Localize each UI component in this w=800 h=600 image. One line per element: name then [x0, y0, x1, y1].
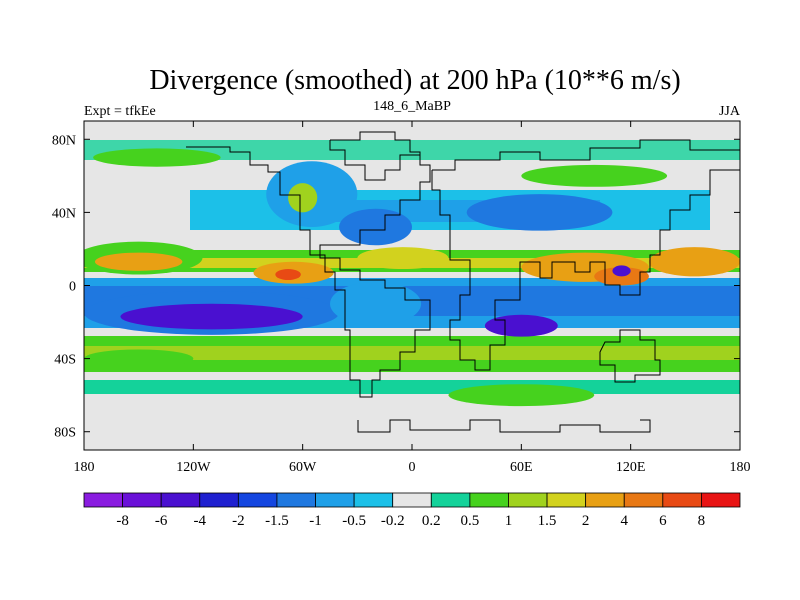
colorbar-label: 1.5 [538, 513, 557, 529]
colorbar-label: -0.5 [342, 513, 366, 529]
colorbar-swatch [508, 492, 548, 508]
colorbar-swatch [315, 492, 355, 508]
y-tick-label: 80N [52, 133, 76, 148]
colorbar-swatch [122, 492, 162, 508]
divergence-feature-19 [466, 194, 613, 231]
divergence-feature-17 [448, 384, 595, 407]
colorbar-label: 6 [659, 513, 667, 529]
colorbar-label: -0.2 [381, 513, 405, 529]
x-tick-label: 180 [730, 460, 751, 475]
colorbar-label: -2 [232, 513, 245, 529]
colorbar-swatch [276, 492, 316, 508]
y-tick-label: 80S [54, 426, 76, 441]
colorbar-label: 0.5 [461, 513, 480, 529]
colorbar-swatch [392, 492, 432, 508]
x-tick-label: 60W [289, 460, 317, 475]
colorbar: -8 -6 -4 -2 -1.5 -1 -0.5 -0.2 0.2 0.5 1 1.5 2 4 6 8 [83, 492, 741, 529]
x-tick-label: 120W [176, 460, 211, 475]
colorbar-label: 2 [582, 513, 590, 529]
divergence-feature-20 [521, 164, 668, 187]
colorbar-label: -4 [194, 513, 207, 529]
colorbar-swatch [199, 492, 239, 508]
map-panel [84, 121, 740, 450]
divergence-feature-6 [330, 281, 422, 326]
y-tick-label: 40S [54, 353, 76, 368]
colorbar-label: -6 [155, 513, 168, 529]
americas-coastline [186, 131, 431, 398]
x-tick-label: 180 [74, 460, 95, 475]
colorbar-label: 4 [620, 513, 628, 529]
season-label: JJA [719, 104, 741, 119]
southern-positive-core [84, 346, 740, 360]
case-label: 148_6_MaBP [373, 99, 451, 114]
divergence-feature-14 [612, 265, 631, 277]
divergence-feature-18 [84, 349, 194, 368]
afro-eurasia-coastline [431, 169, 740, 371]
divergence-feature-1 [94, 252, 183, 271]
greenland-coastline [329, 140, 420, 181]
divergence-feature-10 [288, 183, 318, 213]
colorbar-swatch [237, 492, 278, 508]
arctic-positive-band [84, 140, 740, 160]
divergence-feature-3 [120, 303, 303, 330]
y-tick-label: 0 [69, 280, 76, 295]
y-axis: 80N 40N 0 40S 80S [52, 133, 740, 441]
colorbar-swatch [83, 492, 123, 508]
colorbar-swatch [160, 492, 201, 508]
asia-north-coastline [432, 139, 740, 171]
divergence-feature-13 [594, 267, 649, 286]
colorbar-swatch [430, 492, 471, 508]
coastline [186, 131, 740, 433]
x-axis: 180 120W 60W 0 60E 120E 180 [74, 121, 751, 475]
antarctica-coastline [357, 419, 651, 433]
colorbar-swatch [585, 492, 625, 508]
divergence-feature-16 [93, 148, 221, 167]
y-tick-label: 40N [52, 206, 76, 221]
colorbar-label: 0.2 [422, 513, 441, 529]
colorbar-swatch [546, 492, 587, 508]
x-tick-label: 120E [616, 460, 646, 475]
divergence-feature-15 [648, 247, 740, 277]
colorbar-swatch [469, 492, 509, 508]
x-tick-label: 60E [510, 460, 533, 475]
divergence-feature-7 [339, 208, 412, 246]
chart-title: Divergence (smoothed) at 200 hPa (10**6 … [149, 65, 680, 96]
experiment-label: Expt = tfkEe [84, 104, 156, 119]
australia-coastline [599, 329, 661, 383]
colorbar-label: 1 [505, 513, 513, 529]
colorbar-swatch [353, 492, 394, 508]
colorbar-label: -1.5 [265, 513, 289, 529]
colorbar-label: 8 [698, 513, 706, 529]
colorbar-swatch [623, 492, 664, 508]
colorbar-label: -1 [309, 513, 322, 529]
divergence-feature-8 [357, 247, 449, 270]
colorbar-label: -8 [116, 513, 129, 529]
divergence-feature-11 [484, 314, 558, 337]
x-tick-label: 0 [409, 460, 416, 475]
southern-outer-band [84, 380, 740, 394]
colorbar-swatch [701, 492, 741, 508]
divergence-feature-5 [275, 269, 301, 281]
colorbar-swatch [662, 492, 702, 508]
